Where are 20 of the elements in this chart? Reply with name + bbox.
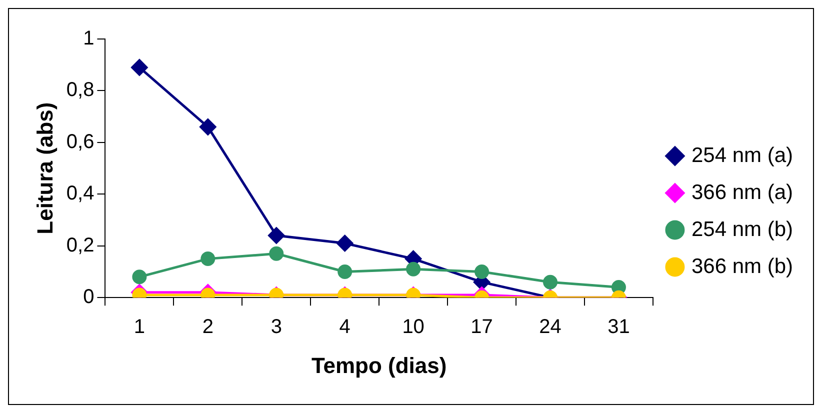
legend-label: 254 nm (a) [691,144,793,167]
y-tick-label: 0,4 [66,182,94,205]
y-axis-title: Leitura (abs) [32,102,58,234]
legend-label: 366 nm (a) [691,180,793,204]
x-tick-label: 2 [202,316,214,338]
x-tick-label: 4 [339,316,350,338]
x-tick-label: 3 [270,316,282,338]
y-tick-label: 1 [83,28,94,50]
x-tick-label: 10 [402,316,424,338]
x-axis-title: Tempo (dias) [311,352,447,378]
x-tick-label: 1 [134,316,145,338]
legend-label: 254 nm (b) [691,218,793,241]
x-tick-label: 31 [608,316,630,338]
y-tick-label: 0,6 [66,130,94,153]
y-tick-label: 0,2 [66,234,94,256]
y-tick-label: 0 [83,286,94,308]
y-tick-label: 0,8 [66,79,94,102]
legend-label: 366 nm (b) [691,254,793,278]
x-tick-label: 24 [539,316,562,338]
x-tick-label: 17 [470,316,493,338]
